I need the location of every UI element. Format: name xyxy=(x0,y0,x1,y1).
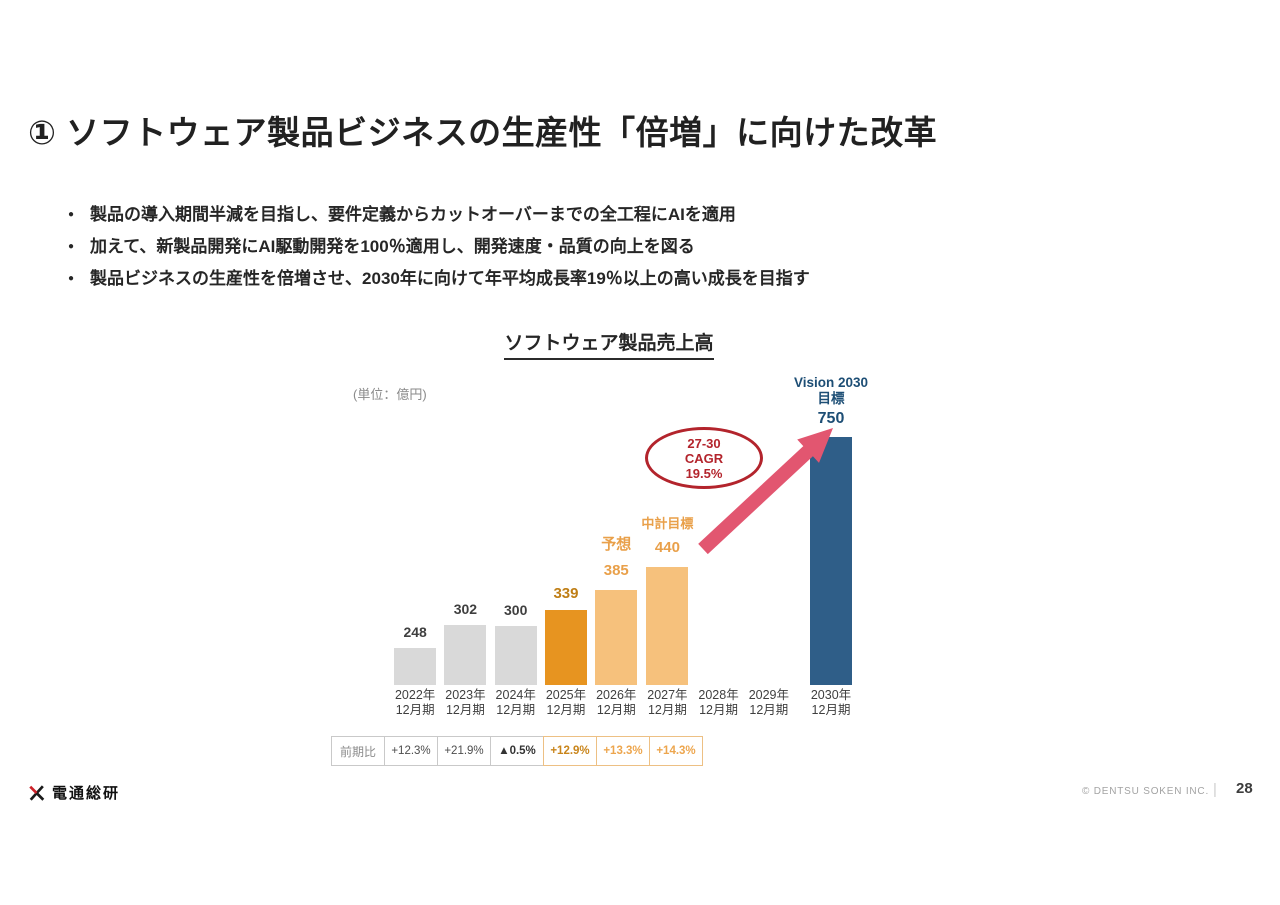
logo-mark-icon xyxy=(29,784,45,801)
table-header-cell: 前期比 xyxy=(331,736,385,766)
bullet-text: 製品の導入期間半減を目指し、要件定義からカットオーバーまでの全工程にAIを適用 xyxy=(90,205,736,224)
chart-column: 中計目標 440 2027年 12月期 xyxy=(641,366,693,719)
bar xyxy=(444,625,487,685)
x-axis-label: 2023年 12月期 xyxy=(445,688,485,719)
table-cell: ▲0.5% xyxy=(490,736,544,766)
x-axis-label: 2030年 12月期 xyxy=(811,688,851,719)
year-line: 2029年 xyxy=(748,688,789,702)
bar xyxy=(810,437,852,685)
bar-value-labels: 339 xyxy=(553,584,578,604)
year-line: 2030年 xyxy=(810,688,852,702)
year-line: 12月期 xyxy=(647,703,687,717)
unit-label: (単位：億円) xyxy=(353,387,427,402)
year-line: 2027年 xyxy=(647,688,688,702)
year-line: 2022年 xyxy=(394,688,436,702)
footer-divider: | xyxy=(1213,781,1217,798)
bar-value-label: 目標 xyxy=(817,391,845,406)
bar-value-label: 中計目標 xyxy=(641,516,694,531)
table-cell: +12.9% xyxy=(543,736,597,766)
year-line: 2026年 xyxy=(596,688,637,702)
dentsu-soken-logo: 電通総研 xyxy=(28,782,120,803)
year-line: 2024年 xyxy=(495,688,536,702)
chart-column: Vision 2030 目標 750 2030年 12月期 xyxy=(794,366,868,719)
bar xyxy=(394,648,437,685)
bullet-item: ● 製品の導入期間半減を目指し、要件定義からカットオーバーまでの全工程にAIを適… xyxy=(68,203,810,226)
cagr-line: 27-30 xyxy=(687,435,721,451)
bar xyxy=(595,590,638,685)
yoy-growth-table: 前期比 +12.3% +21.9% ▲0.5% +12.9% +13.3% +14.3% xyxy=(331,736,703,766)
year-line: 12月期 xyxy=(811,703,851,717)
bar-value-labels: 300 xyxy=(504,600,527,620)
cagr-annotation: 27-30 CAGR 19.5% xyxy=(645,427,763,489)
chart-column: 339 2025年 12月期 xyxy=(541,366,591,719)
bullet-text: 製品ビジネスの生産性を倍増させ、2030年に向けて年平均成長率19％以上の高い成… xyxy=(90,269,810,288)
bar-value-label: Vision 2030 xyxy=(793,375,869,390)
x-axis-label: 2029年 12月期 xyxy=(749,688,789,719)
bar-value-label: 予想 xyxy=(601,536,632,553)
cagr-line: 19.5% xyxy=(685,465,723,481)
bullet-item: ● 加えて、新製品開発にAI駆動開発を100％適用し、開発速度・品質の向上を図る xyxy=(68,235,810,258)
table-cell: +21.9% xyxy=(437,736,491,766)
x-axis-label: 2025年 12月期 xyxy=(546,688,586,719)
bar-value-labels: 中計目標 440 xyxy=(641,513,693,561)
bullet-dot-icon: ● xyxy=(68,241,75,252)
bullet-text: 加えて、新製品開発にAI駆動開発を100％適用し、開発速度・品質の向上を図る xyxy=(90,237,695,256)
x-axis-label: 2027年 12月期 xyxy=(647,688,687,719)
chart-title-text: ソフトウェア製品売上高 xyxy=(504,328,714,360)
logo-text: 電通総研 xyxy=(52,785,121,802)
bar-value-label: 302 xyxy=(453,601,478,617)
year-line: 12月期 xyxy=(496,703,536,717)
bullet-dot-icon: ● xyxy=(68,273,75,284)
chart-column: 予想 385 2026年 12月期 xyxy=(591,366,641,719)
bullet-list: ● 製品の導入期間半減を目指し、要件定義からカットオーバーまでの全工程にAIを適… xyxy=(68,203,810,299)
bar-value-labels: 302 xyxy=(454,599,477,619)
bar-value-labels: 予想 385 xyxy=(601,532,631,584)
year-line: 2028年 xyxy=(698,688,739,702)
bar-value-labels: Vision 2030 目標 750 xyxy=(794,375,868,431)
year-line: 2025年 xyxy=(545,688,587,702)
bar-value-label: 440 xyxy=(654,539,680,556)
x-axis-label: 2022年 12月期 xyxy=(395,688,435,719)
year-line: 2023年 xyxy=(445,688,486,702)
year-line: 12月期 xyxy=(445,703,485,717)
chart-column: 302 2023年 12月期 xyxy=(440,366,490,719)
table-cell: +14.3% xyxy=(649,736,703,766)
bar-value-label: 339 xyxy=(553,585,579,602)
table-cell: +12.3% xyxy=(384,736,438,766)
year-line: 12月期 xyxy=(699,703,739,717)
chart-title: ソフトウェア製品売上高 xyxy=(369,328,849,360)
bar-chart: 248 2022年 12月期 302 2023年 12月期 300 2024年 12月期 339 2… xyxy=(390,366,868,719)
bar-value-label: 248 xyxy=(403,624,427,640)
chart-column: 2029年 12月期 xyxy=(744,366,794,719)
x-axis-label: 2024年 12月期 xyxy=(496,688,536,719)
year-line: 12月期 xyxy=(596,703,636,717)
bar-value-label: 300 xyxy=(504,602,528,618)
slide-title: ① ソフトウェア製品ビジネスの生産性「倍増」に向けた改革 xyxy=(28,114,938,151)
chart-column: 300 2024年 12月期 xyxy=(491,366,541,719)
bar xyxy=(494,626,537,685)
copyright-text: © DENTSU SOKEN INC. xyxy=(1082,786,1210,797)
cagr-line: CAGR xyxy=(684,450,724,466)
chart-column: 248 2022年 12月期 xyxy=(390,366,440,719)
bullet-dot-icon: ● xyxy=(68,209,75,220)
table-cell: +13.3% xyxy=(596,736,650,766)
bar-value-labels: 248 xyxy=(403,622,426,642)
year-line: 12月期 xyxy=(395,703,435,717)
page-number: 28 xyxy=(1236,780,1253,797)
bar xyxy=(646,567,689,685)
bullet-item: ● 製品ビジネスの生産性を倍増させ、2030年に向けて年平均成長率19％以上の高… xyxy=(68,267,810,290)
bar xyxy=(544,610,587,685)
bar-value-label: 385 xyxy=(603,562,629,579)
x-axis-label: 2028年 12月期 xyxy=(698,688,738,719)
year-line: 12月期 xyxy=(749,703,789,717)
growth-arrow-icon xyxy=(698,428,833,555)
year-line: 12月期 xyxy=(546,703,586,717)
x-axis-label: 2026年 12月期 xyxy=(596,688,636,719)
bar-value-label: 750 xyxy=(817,410,845,427)
chart-column: 2028年 12月期 xyxy=(693,366,743,719)
